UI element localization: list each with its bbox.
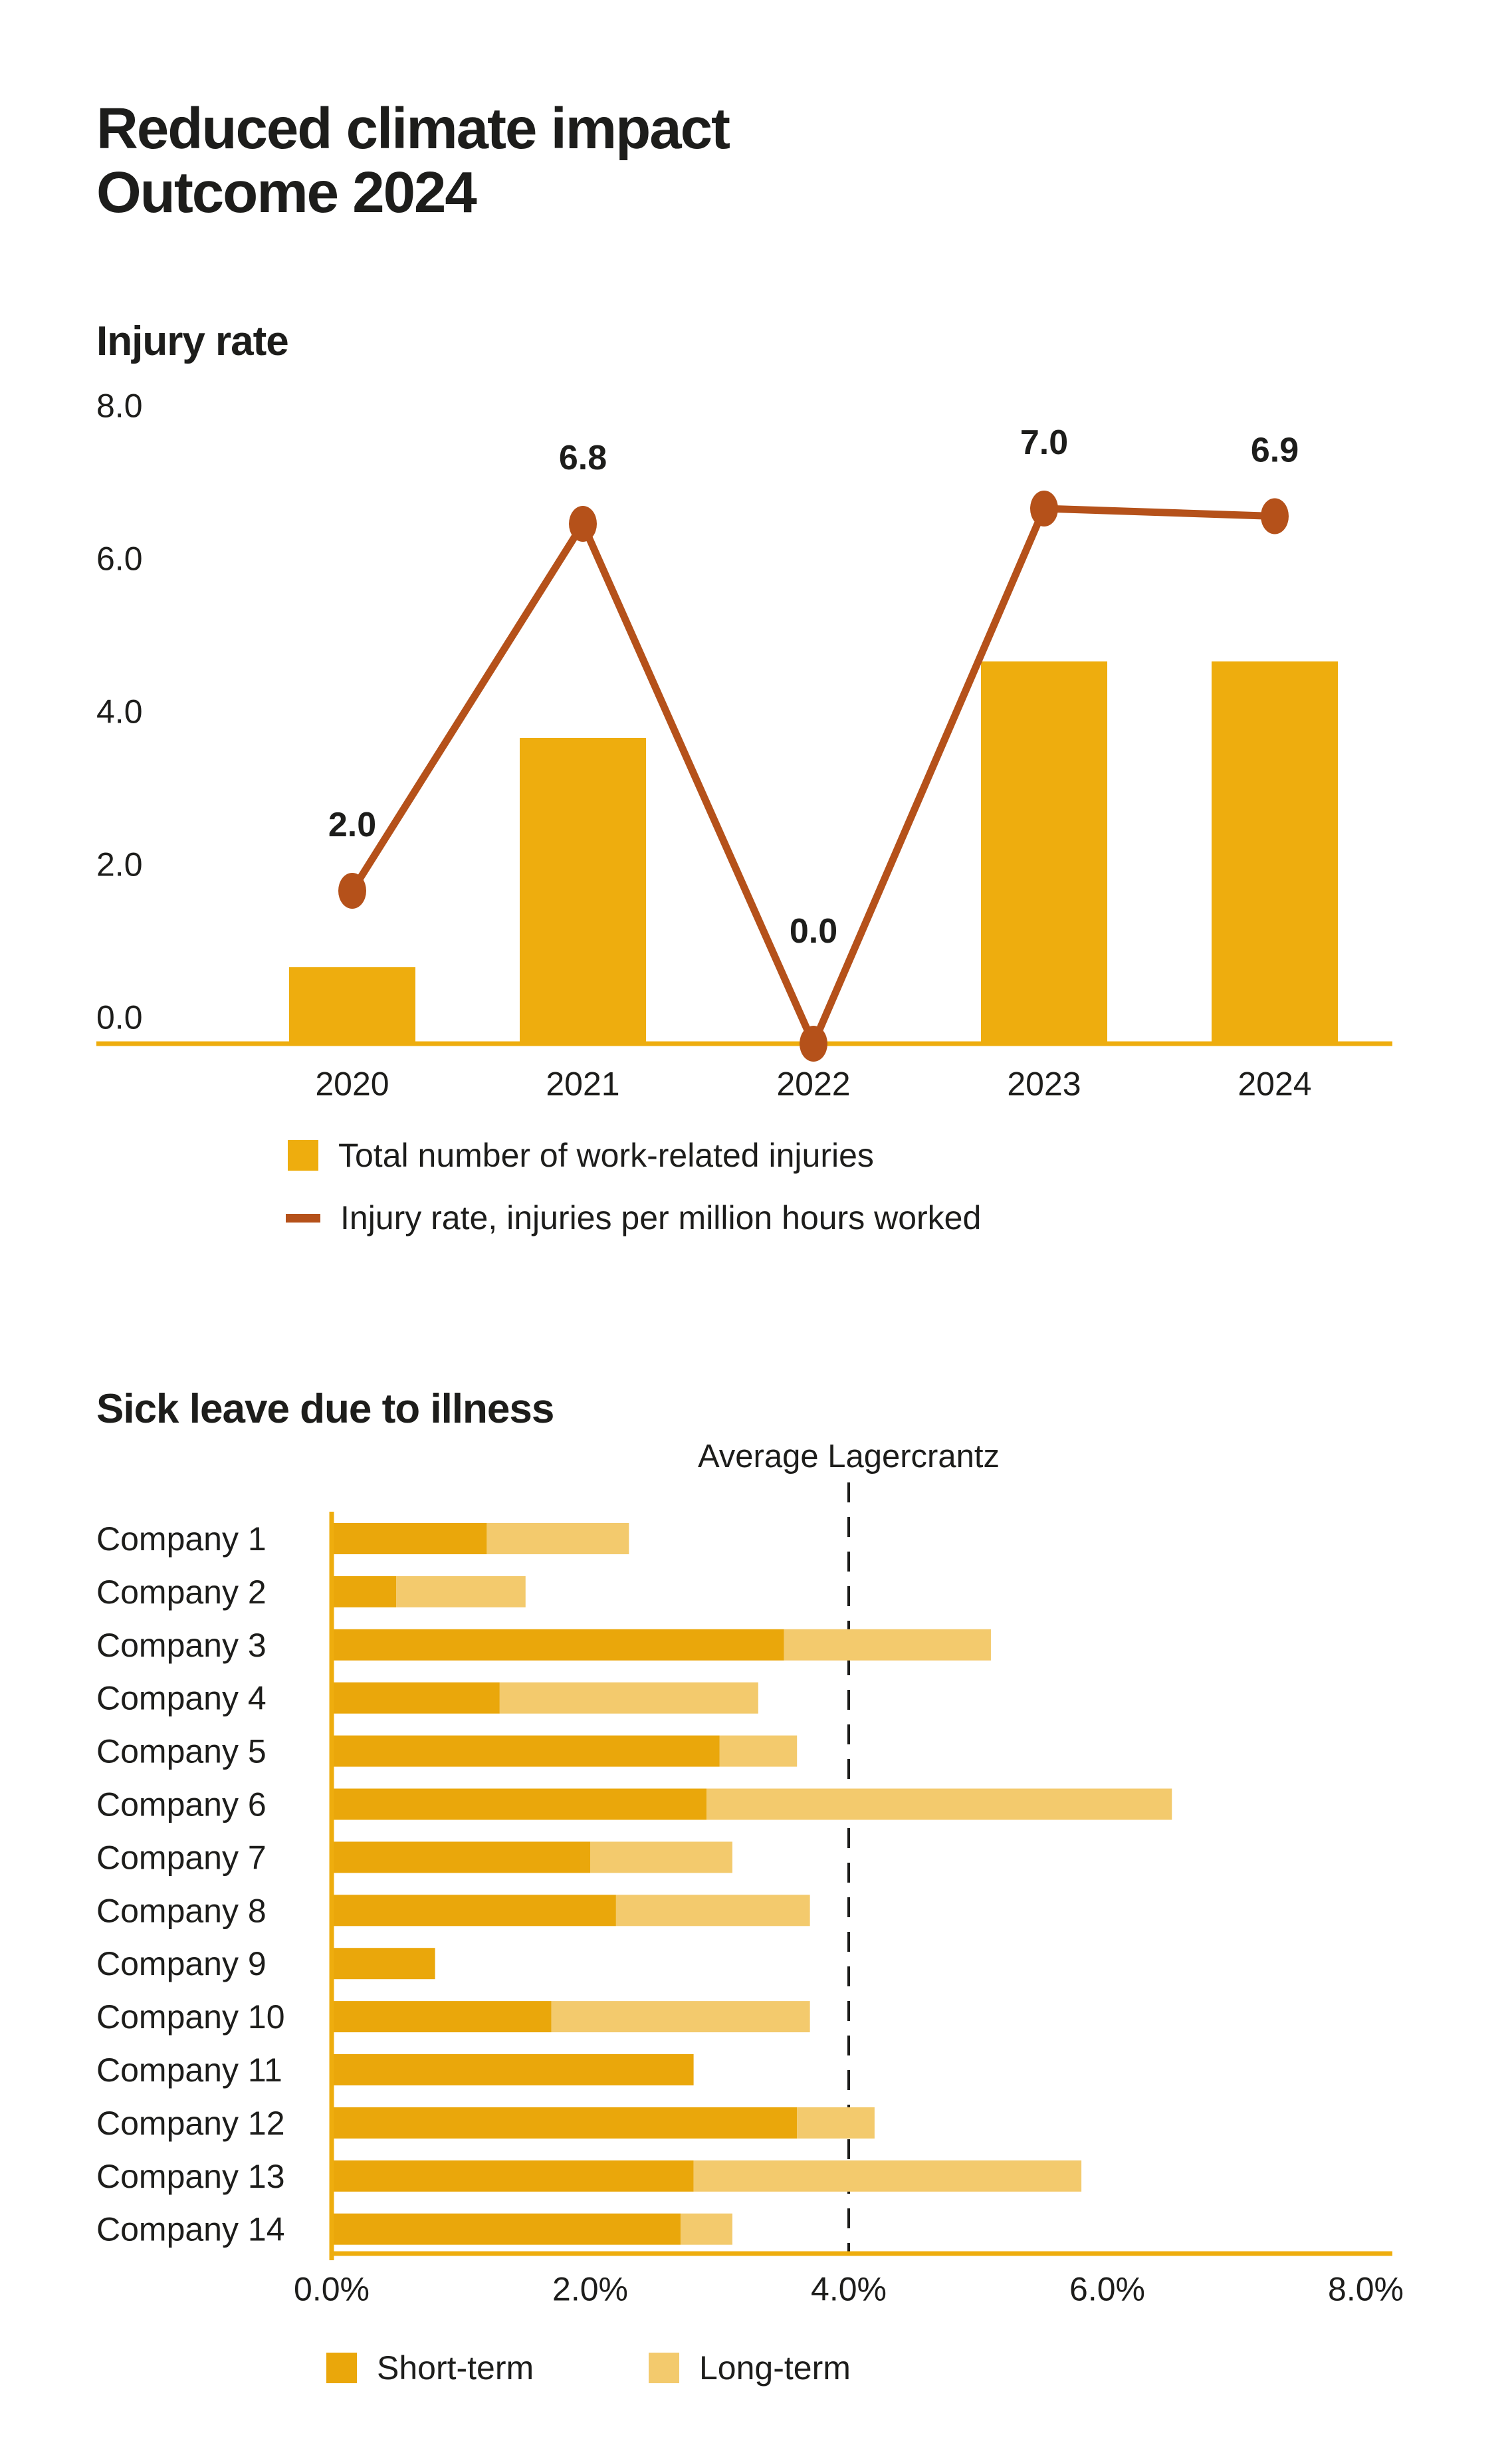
company-label: Company 13 <box>96 2158 285 2195</box>
line-series-swatch <box>286 1213 320 1223</box>
legend-label: Short-term <box>377 2349 534 2387</box>
short-term-bar-9 <box>332 1948 435 1980</box>
long-term-bar-3 <box>784 1629 991 1661</box>
long-term-bar-10 <box>551 2001 810 2033</box>
short-term-bar-2 <box>332 1576 397 1607</box>
bar-series-swatch <box>288 1140 318 1171</box>
injury-rate-point-2020 <box>338 873 366 909</box>
legend-item-short-term: Short-term <box>326 2349 534 2387</box>
short-term-bar-6 <box>332 1788 707 1820</box>
company-label: Company 3 <box>96 1627 267 1664</box>
average-lagercrantz-label: Average Lagercrantz <box>698 1439 1000 1474</box>
y-axis-tick-label: 2.0 <box>96 846 143 883</box>
page-title-line2: Outcome 2024 <box>96 160 477 225</box>
company-label: Company 9 <box>96 1945 267 1982</box>
company-label: Company 11 <box>96 2051 282 2089</box>
long-term-bar-2 <box>396 1576 526 1607</box>
y-axis-tick-label: 6.0 <box>96 540 143 578</box>
x-axis-category-label: 2023 <box>1007 1066 1081 1103</box>
long-term-bar-4 <box>499 1682 758 1714</box>
injuries-bar-2021 <box>520 738 646 1044</box>
company-label: Company 4 <box>96 1680 267 1717</box>
long-term-bar-13 <box>693 2160 1082 2192</box>
x-axis-tick-label: 2.0% <box>552 2271 628 2308</box>
injury-rate-value-label: 0.0 <box>790 912 837 951</box>
injury-rate-value-label: 7.0 <box>1020 423 1068 462</box>
x-axis-tick-label: 8.0% <box>1328 2271 1404 2308</box>
page-title: Reduced climate impact Outcome 2024 <box>96 96 730 225</box>
injuries-bar-2023 <box>981 661 1107 1044</box>
long-term-bar-14 <box>681 2213 732 2245</box>
injuries-bar-2024 <box>1212 661 1338 1044</box>
long-term-bar-12 <box>797 2107 875 2139</box>
company-label: Company 10 <box>96 1998 285 2036</box>
company-label: Company 14 <box>96 2211 285 2248</box>
injury-rate-point-2024 <box>1261 498 1289 534</box>
legend-item-injury-rate: Injury rate, injuries per million hours … <box>286 1199 982 1236</box>
short-term-bar-14 <box>332 2213 681 2245</box>
company-label: Company 8 <box>96 1892 267 1929</box>
legend-label: Injury rate, injuries per million hours … <box>340 1199 982 1236</box>
short-term-bar-5 <box>332 1735 720 1767</box>
legend-label: Total number of work-related injuries <box>338 1137 874 1174</box>
company-label: Company 1 <box>96 1520 267 1558</box>
injury-rate-value-label: 6.8 <box>559 439 607 477</box>
legend-item-total-injuries: Total number of work-related injuries <box>288 1137 874 1174</box>
long-term-bar-5 <box>719 1735 798 1767</box>
injury-rate-chart: 8.0 6.0 4.0 2.0 0.0 2.0 6.8 0.0 7.0 6.9 2020 2021 20… <box>96 388 1392 1103</box>
short-term-bar-8 <box>332 1895 616 1927</box>
company-label: Company 2 <box>96 1574 267 1611</box>
legend-label: Long-term <box>699 2349 851 2387</box>
long-term-bar-1 <box>486 1523 629 1554</box>
short-term-bar-4 <box>332 1682 500 1714</box>
page-title-line1: Reduced climate impact <box>96 96 730 161</box>
long-term-bar-6 <box>706 1788 1172 1820</box>
injury-rate-value-label: 2.0 <box>328 806 376 844</box>
x-axis-category-label: 2021 <box>546 1066 619 1103</box>
company-label: Company 5 <box>96 1733 267 1770</box>
y-axis-tick-label: 0.0 <box>96 999 143 1036</box>
long-term-bar-7 <box>590 1841 732 1873</box>
short-term-bar-13 <box>332 2160 694 2192</box>
injuries-bar-2020 <box>289 967 415 1044</box>
y-axis-tick-label: 8.0 <box>96 388 143 425</box>
injury-rate-point-2021 <box>569 506 597 542</box>
short-term-bar-12 <box>332 2107 798 2139</box>
short-term-swatch <box>326 2353 357 2383</box>
short-term-bar-11 <box>332 2054 694 2085</box>
injury-rate-point-2022 <box>800 1026 827 1062</box>
short-term-bar-10 <box>332 2001 552 2033</box>
company-label: Company 7 <box>96 1839 267 1876</box>
injury-rate-line <box>349 505 1275 1053</box>
injury-rate-point-2023 <box>1030 491 1058 526</box>
company-label: Company 12 <box>96 2105 285 2142</box>
company-label: Company 6 <box>96 1786 267 1823</box>
x-axis-tick-label: 0.0% <box>294 2271 370 2308</box>
long-term-swatch <box>649 2353 679 2383</box>
short-term-bar-3 <box>332 1629 784 1661</box>
x-axis-category-label: 2024 <box>1238 1066 1311 1103</box>
x-axis-tick-label: 6.0% <box>1069 2271 1145 2308</box>
injury-rate-value-label: 6.9 <box>1251 431 1299 470</box>
legend-item-long-term: Long-term <box>649 2349 851 2387</box>
injury-rate-heading: Injury rate <box>96 318 289 364</box>
x-axis-category-label: 2020 <box>315 1066 389 1103</box>
short-term-bar-7 <box>332 1841 590 1873</box>
x-axis-tick-label: 4.0% <box>811 2271 887 2308</box>
x-axis-category-label: 2022 <box>776 1066 850 1103</box>
sick-leave-chart: Average Lagercrantz Company 1 Company 2 Com… <box>96 1439 1404 2308</box>
sick-leave-heading: Sick leave due to illness <box>96 1386 554 1432</box>
y-axis-tick-label: 4.0 <box>96 693 143 731</box>
long-term-bar-8 <box>615 1895 810 1927</box>
short-term-bar-1 <box>332 1523 487 1554</box>
